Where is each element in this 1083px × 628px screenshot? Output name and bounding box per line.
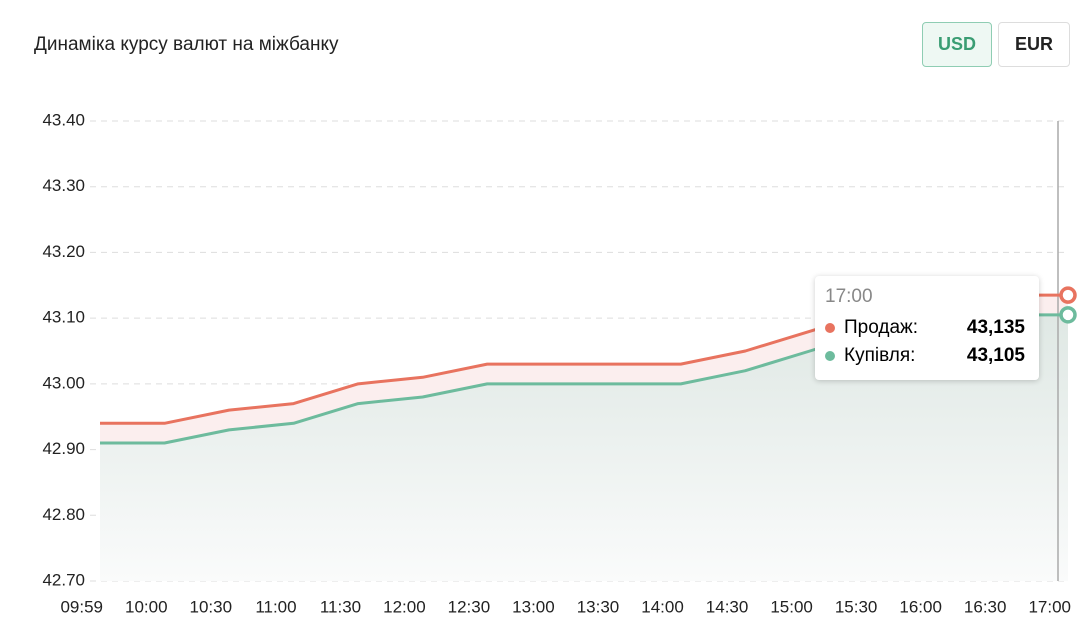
x-tick-label: 14:30 (706, 597, 749, 616)
tooltip-row: Продаж: 43,135 (825, 314, 1025, 342)
title: Динаміка курсу валют на міжбанку (34, 34, 339, 55)
x-tick-label: 11:00 (255, 597, 296, 616)
y-tick-label: 42.90 (42, 439, 85, 458)
value-label: 43,135 (966, 317, 1025, 339)
x-tick-label: 11:30 (320, 597, 361, 616)
x-tick-label: 16:00 (899, 597, 942, 616)
y-tick-label: 43.10 (42, 308, 85, 327)
y-tick-label: 42.80 (42, 505, 85, 524)
legend-label: Продаж: (844, 317, 919, 339)
y-tick-label: 43.30 (42, 176, 85, 195)
x-tick-label: 15:30 (835, 597, 878, 616)
tooltip-row: Купівля: 43,105 (825, 342, 1025, 370)
tooltip: 17:00 Продаж: 43,135 Купівля: 43,105 (815, 276, 1039, 381)
value-label: 43,105 (966, 345, 1025, 367)
x-tick-label: 09:59 (60, 597, 103, 616)
tooltip-title: 17:00 (825, 286, 873, 308)
currency-button[interactable]: EUR (998, 22, 1070, 67)
legend-label: Купівля: (844, 345, 916, 367)
legend-dot (825, 351, 835, 362)
x-tick-label: 12:30 (448, 597, 491, 616)
x-tick-label: 12:00 (383, 597, 426, 616)
currency-button[interactable]: USD (922, 22, 992, 67)
x-tick-label: 13:30 (577, 597, 620, 616)
y-tick-label: 42.70 (42, 570, 85, 589)
x-tick-label: 10:00 (125, 597, 168, 616)
legend-dot (825, 323, 835, 334)
marker (1059, 286, 1077, 304)
y-tick-label: 43.20 (42, 242, 85, 261)
area (100, 314, 1068, 581)
y-tick-label: 43.00 (42, 373, 85, 392)
y-tick-label: 43.40 (42, 110, 85, 129)
x-tick-label: 15:00 (770, 597, 813, 616)
x-tick-label: 17:00 (1028, 597, 1071, 616)
x-tick-label: 13:00 (512, 597, 555, 616)
x-tick-label: 16:30 (964, 597, 1007, 616)
x-tick-label: 10:30 (190, 597, 233, 616)
marker (1059, 306, 1077, 324)
x-tick-label: 14:00 (641, 597, 684, 616)
